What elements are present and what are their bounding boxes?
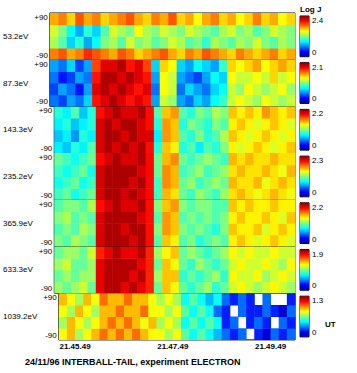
svg-text:+90: +90 <box>43 293 57 302</box>
svg-text:2.1: 2.1 <box>312 63 324 72</box>
svg-text:+90: +90 <box>39 200 53 209</box>
svg-text:2.2: 2.2 <box>312 109 324 118</box>
svg-text:0: 0 <box>312 94 317 103</box>
svg-text:UT: UT <box>325 320 336 329</box>
svg-text:-90: -90 <box>41 144 53 153</box>
svg-text:0: 0 <box>312 48 317 57</box>
svg-text:24/11/96 INTERBALL-TAIL, exper: 24/11/96 INTERBALL-TAIL, experiment ELEC… <box>25 357 240 367</box>
svg-text:-90: -90 <box>45 331 57 340</box>
svg-text:-90: -90 <box>41 191 53 200</box>
svg-text:+90: +90 <box>39 106 53 115</box>
svg-text:+90: +90 <box>34 13 48 22</box>
svg-text:1039.2eV: 1039.2eV <box>3 312 38 321</box>
svg-text:0: 0 <box>312 281 317 290</box>
svg-text:0: 0 <box>312 141 317 150</box>
svg-text:-90: -90 <box>41 238 53 247</box>
svg-text:+90: +90 <box>39 247 53 256</box>
svg-text:87.3eV: 87.3eV <box>3 79 29 88</box>
svg-text:-90: -90 <box>36 51 48 60</box>
svg-text:1.9: 1.9 <box>312 250 324 259</box>
svg-text:21.47.49: 21.47.49 <box>157 342 189 351</box>
svg-text:2.2: 2.2 <box>312 203 324 212</box>
svg-text:0: 0 <box>312 235 317 244</box>
svg-text:21.49.49: 21.49.49 <box>255 342 287 351</box>
svg-text:1.3: 1.3 <box>312 296 324 305</box>
svg-text:+90: +90 <box>39 153 53 162</box>
svg-text:Log J: Log J <box>300 5 321 14</box>
svg-text:-90: -90 <box>41 284 53 293</box>
svg-text:+90: +90 <box>34 60 48 69</box>
svg-text:2.3: 2.3 <box>312 156 324 165</box>
svg-text:0: 0 <box>312 328 317 337</box>
svg-text:-90: -90 <box>36 97 48 106</box>
svg-text:365.9eV: 365.9eV <box>3 219 33 228</box>
svg-text:53.2eV: 53.2eV <box>3 32 29 41</box>
svg-text:235.2eV: 235.2eV <box>3 172 33 181</box>
svg-text:143.3eV: 143.3eV <box>3 125 33 134</box>
svg-text:21.45.49: 21.45.49 <box>59 342 91 351</box>
svg-text:2.4: 2.4 <box>312 16 324 25</box>
svg-text:0: 0 <box>312 188 317 197</box>
svg-text:633.3eV: 633.3eV <box>3 265 33 274</box>
